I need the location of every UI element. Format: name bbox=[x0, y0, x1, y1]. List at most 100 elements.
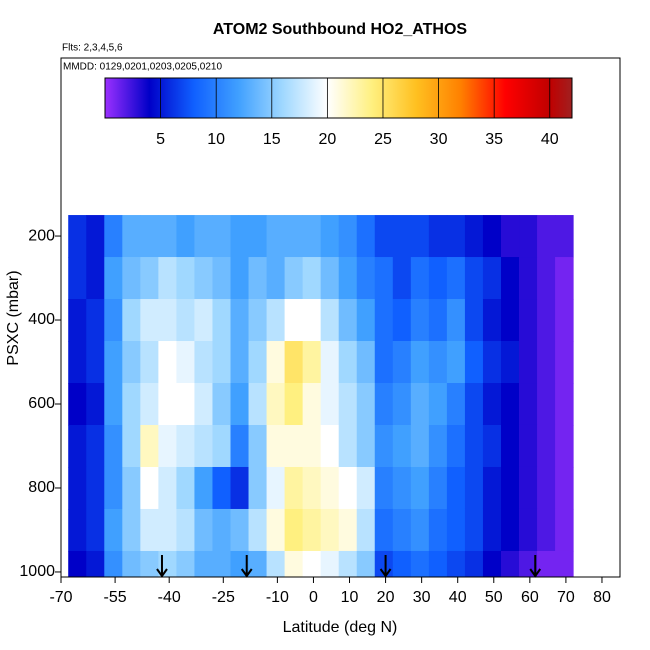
heat-cell bbox=[122, 257, 141, 300]
heat-cell bbox=[302, 215, 322, 258]
x-tick-label: 80 bbox=[593, 589, 611, 606]
heat-cell bbox=[104, 215, 123, 258]
heat-cell bbox=[410, 466, 430, 510]
heat-cell bbox=[410, 299, 430, 342]
heat-cell bbox=[140, 257, 159, 300]
heat-cell bbox=[320, 299, 340, 342]
heat-cell bbox=[537, 215, 556, 258]
heat-cell bbox=[158, 383, 177, 426]
heat-cell bbox=[212, 215, 232, 258]
heat-cell bbox=[86, 383, 105, 426]
heat-cell bbox=[338, 383, 358, 426]
heat-cell bbox=[104, 508, 123, 552]
heat-cell bbox=[392, 424, 412, 468]
heat-cell bbox=[104, 341, 123, 384]
heat-cell bbox=[140, 466, 159, 510]
heat-cell bbox=[428, 341, 448, 384]
heat-cell bbox=[446, 508, 466, 552]
heat-cell bbox=[68, 341, 87, 384]
heat-cell bbox=[212, 550, 232, 577]
heat-cell bbox=[104, 550, 123, 577]
heat-cell bbox=[428, 550, 448, 577]
heat-cell bbox=[140, 383, 159, 426]
heat-cell bbox=[194, 341, 213, 384]
heat-cell bbox=[537, 466, 556, 510]
heat-cell bbox=[230, 299, 250, 342]
heat-cell bbox=[356, 466, 376, 510]
heat-cell bbox=[392, 215, 412, 258]
heat-cell bbox=[86, 424, 105, 468]
heat-cell bbox=[410, 424, 430, 468]
heat-cell bbox=[482, 424, 502, 468]
heat-cell bbox=[194, 299, 213, 342]
heat-cell bbox=[248, 215, 268, 258]
heat-cell bbox=[122, 383, 141, 426]
heat-cell bbox=[266, 215, 286, 258]
heat-cell bbox=[194, 383, 213, 426]
heat-cell bbox=[104, 466, 123, 510]
colorbar-tick-label: 30 bbox=[430, 131, 448, 148]
heat-cell bbox=[464, 299, 484, 342]
heat-cell bbox=[284, 550, 304, 577]
heat-cell bbox=[500, 341, 520, 384]
heat-cell bbox=[140, 215, 159, 258]
heat-cell bbox=[302, 257, 322, 300]
heat-cell bbox=[555, 550, 574, 577]
heat-cell bbox=[446, 299, 466, 342]
heat-cell bbox=[140, 299, 159, 342]
heat-cell bbox=[158, 215, 177, 258]
heat-cell bbox=[266, 299, 286, 342]
heat-cell bbox=[284, 383, 304, 426]
heat-cell bbox=[302, 341, 322, 384]
heatmap bbox=[68, 215, 574, 577]
heat-cell bbox=[482, 466, 502, 510]
heat-cell bbox=[266, 383, 286, 426]
heat-cell bbox=[122, 424, 141, 468]
subtitle: Flts: 2,3,4,5,6 bbox=[62, 43, 123, 54]
heat-cell bbox=[140, 508, 159, 552]
heat-cell bbox=[68, 215, 87, 258]
heat-cell bbox=[464, 424, 484, 468]
heat-cell bbox=[248, 424, 268, 468]
arrow-marker bbox=[529, 555, 542, 578]
colorbar-tick-label: 5 bbox=[156, 131, 165, 148]
heat-cell bbox=[410, 215, 430, 258]
heat-cell bbox=[446, 550, 466, 577]
arrow-marker bbox=[156, 555, 168, 578]
heat-cell bbox=[482, 383, 502, 426]
heat-cell bbox=[500, 215, 520, 258]
y-tick-label: 400 bbox=[28, 311, 55, 328]
heat-cell bbox=[338, 299, 358, 342]
heat-cell bbox=[482, 341, 502, 384]
x-tick-label: -10 bbox=[266, 589, 289, 606]
heat-cell bbox=[537, 257, 556, 300]
heat-cell bbox=[392, 550, 412, 577]
heat-cell bbox=[176, 466, 195, 510]
y-tick-label: 600 bbox=[28, 395, 55, 412]
heat-cell bbox=[320, 215, 340, 258]
heat-cell bbox=[320, 550, 340, 577]
heat-cell bbox=[68, 383, 87, 426]
heat-cell bbox=[302, 508, 322, 552]
heat-cell bbox=[86, 215, 105, 258]
x-tick-label: 50 bbox=[485, 589, 503, 606]
heat-cell bbox=[555, 424, 574, 468]
heat-cell bbox=[555, 508, 574, 552]
heat-cell bbox=[374, 299, 394, 342]
y-tick-label: 200 bbox=[28, 227, 55, 244]
heat-cell bbox=[519, 466, 538, 510]
heat-cell bbox=[176, 550, 195, 577]
heat-cell bbox=[537, 299, 556, 342]
heat-cell bbox=[212, 466, 232, 510]
heat-cell bbox=[320, 508, 340, 552]
heat-cell bbox=[176, 383, 195, 426]
heat-cell bbox=[86, 299, 105, 342]
heat-cell bbox=[500, 424, 520, 468]
heat-cell bbox=[68, 257, 87, 300]
heat-cell bbox=[68, 550, 87, 577]
heat-cell bbox=[230, 383, 250, 426]
x-axis-label: Latitude (deg N) bbox=[283, 619, 398, 636]
heat-cell bbox=[284, 424, 304, 468]
heat-cell bbox=[392, 299, 412, 342]
colorbar-tick-label: 25 bbox=[374, 131, 392, 148]
